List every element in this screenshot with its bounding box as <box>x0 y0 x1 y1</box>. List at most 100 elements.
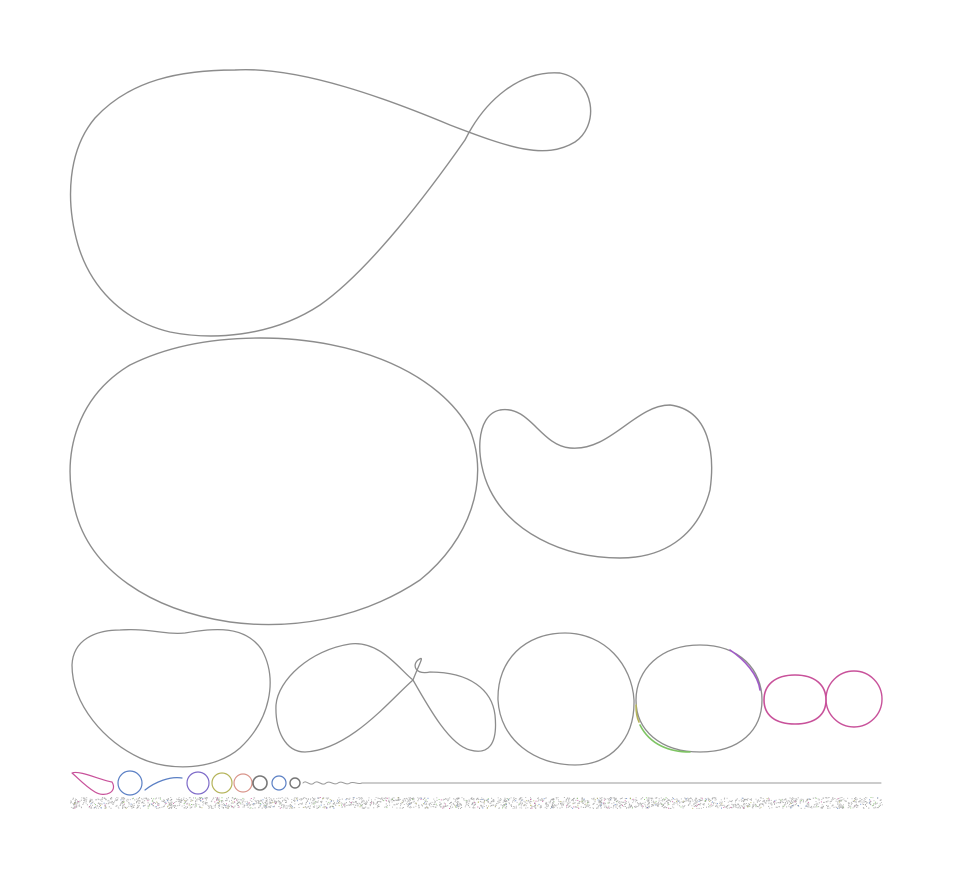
noise-speck <box>581 801 583 803</box>
noise-speck <box>634 806 636 808</box>
noise-speck <box>669 807 671 809</box>
noise-speck <box>854 804 856 806</box>
noise-speck <box>455 800 457 802</box>
noise-speck <box>708 798 710 800</box>
noise-speck <box>693 803 695 805</box>
noise-speck <box>648 803 650 805</box>
noise-speck <box>603 802 604 804</box>
magenta-circle <box>825 670 883 728</box>
noise-speck <box>519 797 521 799</box>
noise-speck <box>807 801 809 803</box>
noise-speck <box>744 798 746 800</box>
noise-speck <box>117 797 119 799</box>
noise-speck <box>90 803 92 805</box>
noise-speck <box>644 799 645 800</box>
noise-speck <box>672 804 674 806</box>
noise-speck <box>534 803 536 804</box>
noise-speck <box>123 797 125 799</box>
noise-speck <box>405 797 407 799</box>
noise-speck <box>539 799 541 801</box>
noise-speck <box>473 805 474 807</box>
noise-speck <box>685 800 687 802</box>
noise-speck <box>258 800 260 802</box>
noise-speck <box>663 803 665 805</box>
noise-speck <box>287 797 288 799</box>
noise-speck <box>493 804 495 806</box>
noise-speck <box>795 800 797 802</box>
noise-speck <box>243 798 245 800</box>
noise-speck <box>567 797 569 799</box>
noise-speck <box>457 803 459 805</box>
noise-speck <box>217 806 219 808</box>
noise-speck <box>654 804 656 806</box>
noise-speck <box>880 799 882 801</box>
noise-speck <box>201 807 203 809</box>
noise-speck <box>299 798 301 800</box>
noise-speck <box>299 803 301 805</box>
noise-speck <box>535 805 536 807</box>
noise-speck <box>314 797 316 799</box>
noise-speck <box>143 797 145 799</box>
noise-speck <box>873 807 875 809</box>
noise-speck <box>863 804 865 805</box>
noise-speck <box>553 801 555 803</box>
noise-speck <box>189 803 191 805</box>
noise-speck <box>471 803 473 805</box>
noise-speck <box>354 807 356 808</box>
noise-speck <box>727 801 729 803</box>
noise-speck <box>838 804 840 806</box>
noise-speck <box>795 798 797 800</box>
noise-speck <box>621 804 623 805</box>
noise-speck <box>144 804 146 806</box>
noise-speck <box>852 800 854 802</box>
noise-speck <box>806 804 808 806</box>
noise-speck <box>624 802 626 804</box>
noise-speck <box>852 807 854 809</box>
noise-speck <box>600 799 602 801</box>
noise-speck <box>218 798 220 800</box>
noise-speck <box>198 804 200 805</box>
noise-speck <box>560 801 562 803</box>
noise-speck <box>808 806 810 808</box>
noise-speck <box>285 805 287 807</box>
noise-speck <box>185 806 186 808</box>
noise-speck <box>466 801 468 803</box>
noise-speck <box>716 805 718 807</box>
noise-speck <box>279 807 281 809</box>
noise-speck <box>231 805 232 807</box>
noise-speck <box>541 798 543 800</box>
noise-speck <box>436 805 438 807</box>
noise-speck <box>103 797 105 799</box>
noise-speck <box>338 805 340 807</box>
noise-speck <box>104 804 106 806</box>
noise-speck <box>254 799 256 801</box>
noise-speck <box>458 797 460 799</box>
noise-speck <box>849 802 851 804</box>
noise-speck <box>628 801 630 803</box>
noise-speck <box>254 797 256 799</box>
noise-speck <box>239 799 241 801</box>
noise-speck <box>679 802 681 804</box>
noise-speck <box>615 798 617 800</box>
noise-speck <box>596 807 597 809</box>
noise-speck <box>465 804 467 806</box>
noise-speck <box>202 798 204 799</box>
noise-speck <box>124 806 126 808</box>
noise-speck <box>682 802 684 803</box>
noise-speck <box>429 805 431 807</box>
noise-speck <box>486 807 488 808</box>
noise-speck <box>490 802 492 804</box>
noise-speck <box>456 806 458 808</box>
noise-speck <box>614 799 616 801</box>
noise-speck <box>820 801 822 803</box>
noise-speck <box>433 798 435 800</box>
noise-speck <box>418 804 420 806</box>
noise-speck <box>127 799 129 801</box>
noise-speck <box>740 799 742 801</box>
noise-speck <box>129 799 131 801</box>
noise-speck <box>498 808 500 809</box>
noise-speck <box>695 799 696 801</box>
noise-speck <box>647 802 649 804</box>
circle-accent-violet <box>729 649 761 691</box>
noise-speck <box>115 805 117 807</box>
